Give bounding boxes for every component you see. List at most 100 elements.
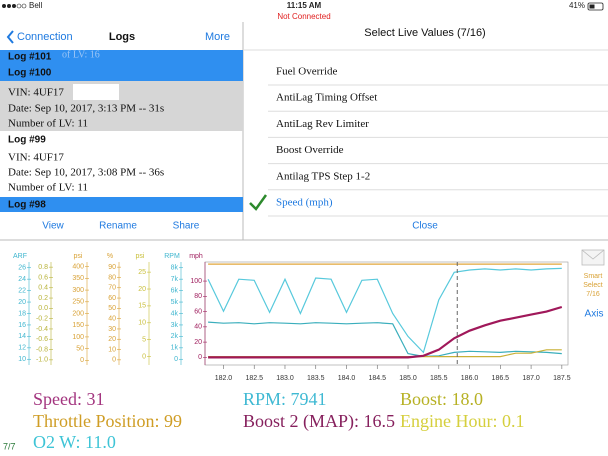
live-values-title: Select Live Values (7/16) (364, 27, 485, 39)
x-tick-label: 186.5 (492, 375, 510, 382)
readout: RPM: 7941 (243, 389, 327, 409)
readout: Engine Hour: 0.1 (400, 411, 524, 431)
log-header (0, 197, 243, 212)
log-title[interactable]: Log #99 (8, 135, 46, 146)
readout: Speed: 31 (33, 389, 105, 409)
log-lv: Number of LV: 11 (8, 182, 88, 194)
time: 11:15 AM (287, 1, 322, 10)
y-tick-label: 50 (76, 345, 84, 352)
live-value-item[interactable]: AntiLag Rev Limiter (276, 118, 369, 130)
series-line (207, 267, 562, 354)
y-tick-label: 20 (194, 339, 202, 346)
y-tick-label: 5 (142, 337, 146, 344)
x-tick-label: 187.0 (522, 375, 540, 382)
x-tick-label: 182.5 (245, 375, 263, 382)
y-tick-label: 0.8 (38, 264, 48, 271)
axis-title: % (107, 253, 113, 260)
log-detail-bg (0, 81, 243, 131)
ghost-text: of LV: 16 (62, 49, 100, 60)
y-tick-label: 70 (108, 285, 116, 292)
y-tick-label: 25 (138, 269, 146, 276)
y-tick-label: 0 (198, 354, 202, 361)
y-tick-label: 250 (72, 299, 84, 306)
y-tick-label: 6k (171, 287, 179, 294)
y-tick-label: 2k (171, 333, 179, 340)
y-tick-label: 400 (72, 264, 84, 271)
back-button[interactable]: Connection (17, 31, 73, 43)
y-tick-label: 1k (171, 345, 179, 352)
y-tick-label: 20 (138, 286, 146, 293)
axis-title: ARF (13, 253, 27, 260)
y-tick-label: -0.8 (36, 346, 48, 353)
connection-status: Not Connected (277, 12, 330, 21)
series-line (208, 321, 562, 358)
logs-title: Logs (109, 31, 135, 43)
y-tick-label: -0.4 (36, 326, 48, 333)
y-tick-label: -0.2 (36, 315, 48, 322)
battery: 41% (569, 1, 585, 10)
y-tick-label: 18 (18, 310, 26, 317)
y-tick-label: 0.4 (38, 285, 48, 292)
x-tick-label: 183.5 (307, 375, 325, 382)
x-tick-label: 185.0 (399, 375, 417, 382)
y-tick-label: 50 (108, 305, 116, 312)
log-header (0, 63, 243, 81)
log-title[interactable]: Log #101 (8, 52, 52, 63)
smart-select[interactable]: Select (583, 282, 603, 289)
y-tick-label: 22 (18, 287, 26, 294)
back-chevron (6, 30, 14, 44)
battery-icon (587, 2, 604, 11)
readout: O2 W: 11.0 (33, 432, 116, 452)
series-line (208, 305, 563, 359)
y-tick-label: 7k (171, 276, 179, 283)
x-tick-label: 183.0 (276, 375, 294, 382)
log-title[interactable]: Log #100 (8, 68, 52, 79)
live-value-item[interactable]: AntiLag Timing Offset (276, 92, 377, 104)
y-tick-label: 80 (108, 274, 116, 281)
smart-select[interactable]: Smart (584, 273, 603, 280)
y-tick-label: 10 (138, 320, 146, 327)
y-tick-label: 200 (72, 310, 84, 317)
log-title[interactable]: Log #98 (8, 200, 46, 211)
y-tick-label: 350 (72, 275, 84, 282)
y-tick-label: 4k (171, 310, 179, 317)
x-tick-label: 184.0 (338, 375, 356, 382)
x-tick-label: 182.0 (215, 375, 233, 382)
live-value-item[interactable]: Antilag TPS Step 1-2 (276, 170, 370, 182)
y-tick-label: -1.0 (36, 357, 48, 364)
y-tick-label: 12 (18, 345, 26, 352)
x-tick-label: 186.0 (461, 375, 479, 382)
y-tick-label: 20 (18, 299, 26, 306)
toolbar-button[interactable]: View (42, 221, 64, 232)
y-tick-label: 14 (18, 333, 26, 340)
live-value-item[interactable]: Fuel Override (276, 66, 338, 78)
y-tick-label: 0 (142, 353, 146, 360)
more-button[interactable]: More (205, 31, 230, 43)
mail-icon (581, 249, 605, 266)
y-tick-label: 40 (108, 315, 116, 322)
log-vin: VIN: 4UF17 (8, 87, 64, 99)
y-tick-label: 0 (112, 357, 116, 364)
x-tick-label: 184.5 (369, 375, 387, 382)
axis-title: RPM (164, 253, 180, 260)
live-value-item[interactable]: Speed (mph) (276, 197, 333, 209)
y-tick-label: 20 (108, 336, 116, 343)
toolbar-button[interactable]: Share (173, 221, 200, 232)
toolbar-button[interactable]: Rename (99, 221, 137, 232)
y-tick-label: 0.6 (38, 274, 48, 281)
close-button[interactable]: Close (412, 221, 438, 232)
carrier: Bell (29, 1, 43, 10)
y-tick-label: 100 (72, 334, 84, 341)
axis-button[interactable]: Axis (585, 309, 604, 320)
log-lv: Number of LV: 11 (8, 118, 88, 130)
log-date: Date: Sep 10, 2017, 3:08 PM -- 36s (8, 167, 164, 179)
live-value-item[interactable]: Boost Override (276, 144, 344, 156)
page-indicator: 7/7 (3, 441, 16, 451)
y-tick-label: 10 (108, 346, 116, 353)
axis-title: mph (189, 253, 203, 260)
y-tick-label: 26 (18, 265, 26, 272)
y-tick-label: 0 (174, 356, 178, 363)
smart-select[interactable]: 7/16 (586, 291, 600, 298)
y-tick-label: 80 (194, 293, 202, 300)
